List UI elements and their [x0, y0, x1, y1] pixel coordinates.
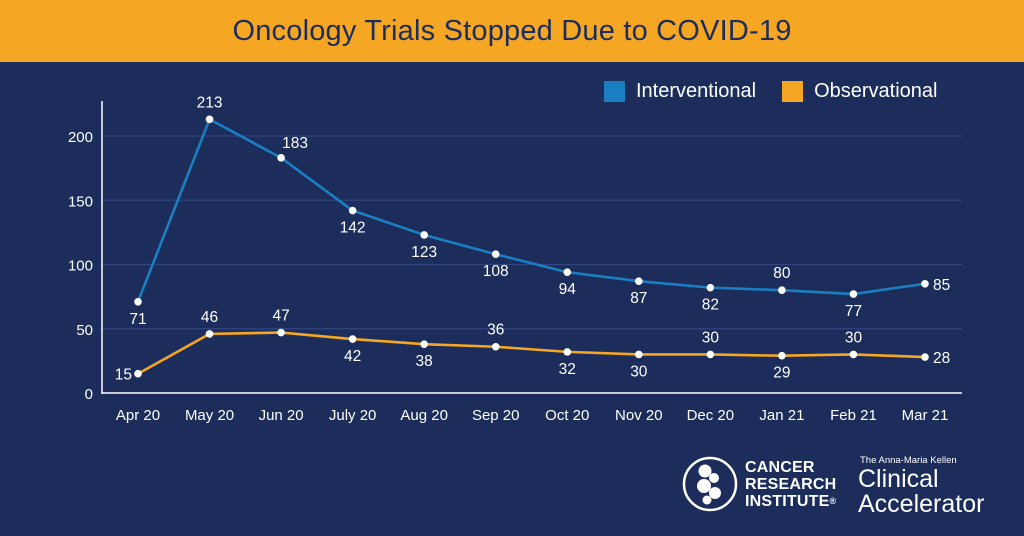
- data-point-observational: [778, 351, 786, 360]
- data-label-observational: 28: [933, 350, 950, 367]
- grid-lines: [102, 135, 962, 330]
- clinical-accelerator-line-2: Accelerator: [858, 490, 985, 518]
- legend-label-observational: Observational: [814, 80, 938, 102]
- legend-label-interventional: Interventional: [636, 80, 757, 102]
- x-tick-label: Sep 20: [472, 407, 520, 424]
- data-point-interventional: [635, 277, 643, 286]
- series-line-observational: [137, 331, 926, 375]
- data-label-interventional: 183: [282, 135, 308, 152]
- data-label-observational: 30: [630, 363, 648, 380]
- data-point-interventional: [277, 154, 285, 162]
- cri-line-1: CANCER: [745, 458, 815, 476]
- data-point-interventional: [491, 250, 500, 259]
- legend: Interventional Observational: [604, 80, 937, 103]
- data-point-interventional: [849, 290, 858, 298]
- data-label-interventional: 94: [559, 281, 577, 298]
- y-tick-label: 100: [68, 258, 93, 275]
- x-tick-label: Nov 20: [615, 407, 663, 424]
- x-tick-label: Mar 21: [902, 407, 949, 424]
- legend-item-observational: Observational: [782, 80, 937, 103]
- legend-item-interventional: Interventional: [604, 80, 756, 103]
- y-tick-labels: 0 50 100 150 200: [68, 129, 93, 403]
- legend-swatch-observational: [782, 81, 804, 102]
- data-point-interventional: [778, 286, 786, 295]
- registered-mark: ®: [829, 495, 837, 506]
- legend-swatch-interventional: [604, 81, 625, 102]
- data-label-interventional: 82: [702, 297, 719, 314]
- y-tick-label: 50: [76, 322, 93, 339]
- data-point-interventional: [134, 297, 142, 306]
- data-label-observational: 15: [115, 367, 132, 384]
- data-point-interventional: [921, 279, 929, 288]
- data-label-interventional: 213: [197, 94, 223, 111]
- data-point-observational: [205, 330, 214, 338]
- data-label-observational: 29: [773, 365, 790, 382]
- data-point-observational: [921, 353, 929, 361]
- x-tick-label: Feb 21: [830, 407, 877, 424]
- cri-line-3: INSTITUTE®: [745, 493, 836, 510]
- x-tick-label: Dec 20: [687, 407, 735, 424]
- cri-cell-icon: [682, 456, 738, 512]
- clinical-accelerator-tagline: The Anna-Maria Kellen: [860, 455, 957, 466]
- data-point-observational: [491, 342, 500, 351]
- y-tick-label: 150: [68, 193, 93, 210]
- data-point-observational: [348, 335, 357, 343]
- x-tick-label: Jan 21: [759, 407, 804, 424]
- data-label-interventional: 71: [129, 311, 146, 328]
- data-labels: 71 213 183 142 123 108 94 87 82 80 77 85 15 46 47 42 38 3…: [115, 94, 951, 383]
- x-tick-label: Jun 20: [259, 407, 304, 424]
- data-point-interventional: [348, 206, 357, 215]
- data-point-interventional: [205, 115, 214, 124]
- data-label-observational: 30: [845, 329, 863, 346]
- data-point-interventional: [563, 268, 572, 277]
- data-point-observational: [134, 369, 142, 378]
- data-point-observational: [277, 328, 285, 337]
- x-tick-label: Apr 20: [116, 407, 160, 424]
- series-lines: [136, 117, 926, 375]
- data-label-observational: 32: [559, 361, 576, 378]
- data-label-interventional: 123: [411, 244, 437, 261]
- data-label-interventional: 77: [845, 303, 862, 320]
- data-point-interventional: [706, 283, 715, 292]
- data-label-interventional: 142: [340, 220, 366, 237]
- data-label-interventional: 108: [483, 263, 509, 280]
- cri-wordmark: CANCER RESEARCH INSTITUTE®: [745, 459, 836, 510]
- data-point-interventional: [420, 231, 428, 239]
- data-label-observational: 42: [344, 348, 361, 365]
- data-point-observational: [635, 350, 643, 359]
- clinical-accelerator-line-1: Clinical: [858, 465, 939, 493]
- clinical-accelerator-logo: The Anna-Maria Kellen Clinical Accelerat…: [858, 455, 984, 517]
- chart-title: Oncology Trials Stopped Due to COVID-19: [232, 14, 792, 47]
- series-line-interventional: [136, 117, 926, 303]
- x-tick-label: May 20: [185, 407, 234, 424]
- y-tick-label: 0: [85, 386, 93, 403]
- data-label-interventional: 85: [933, 277, 950, 294]
- cancer-research-institute-logo: CANCER RESEARCH INSTITUTE®: [682, 456, 836, 512]
- data-label-observational: 36: [487, 322, 504, 339]
- data-point-observational: [420, 340, 428, 348]
- data-point-observational: [706, 350, 715, 359]
- data-label-interventional: 87: [630, 290, 647, 307]
- data-point-observational: [849, 350, 858, 359]
- data-label-observational: 38: [416, 353, 433, 370]
- line-chart: 0 50 100 150 200 Apr 20 May 20 Jun 20 July 20 Au…: [68, 94, 962, 424]
- x-tick-label: Aug 20: [400, 407, 448, 424]
- data-label-observational: 30: [702, 329, 720, 346]
- x-tick-labels: Apr 20 May 20 Jun 20 July 20 Aug 20 Sep 20 Oct…: [116, 407, 948, 424]
- data-label-interventional: 80: [773, 265, 791, 282]
- cri-line-2: RESEARCH: [745, 475, 837, 493]
- axes: [101, 101, 962, 394]
- x-tick-label: July 20: [329, 407, 377, 424]
- data-point-observational: [563, 348, 572, 356]
- data-label-observational: 46: [201, 309, 218, 326]
- data-label-observational: 47: [272, 308, 289, 325]
- cri-line-3-text: INSTITUTE: [745, 492, 830, 510]
- x-tick-label: Oct 20: [545, 407, 589, 424]
- title-bar: Oncology Trials Stopped Due to COVID-19: [0, 0, 1024, 62]
- y-tick-label: 200: [68, 129, 93, 146]
- data-points: [134, 115, 929, 378]
